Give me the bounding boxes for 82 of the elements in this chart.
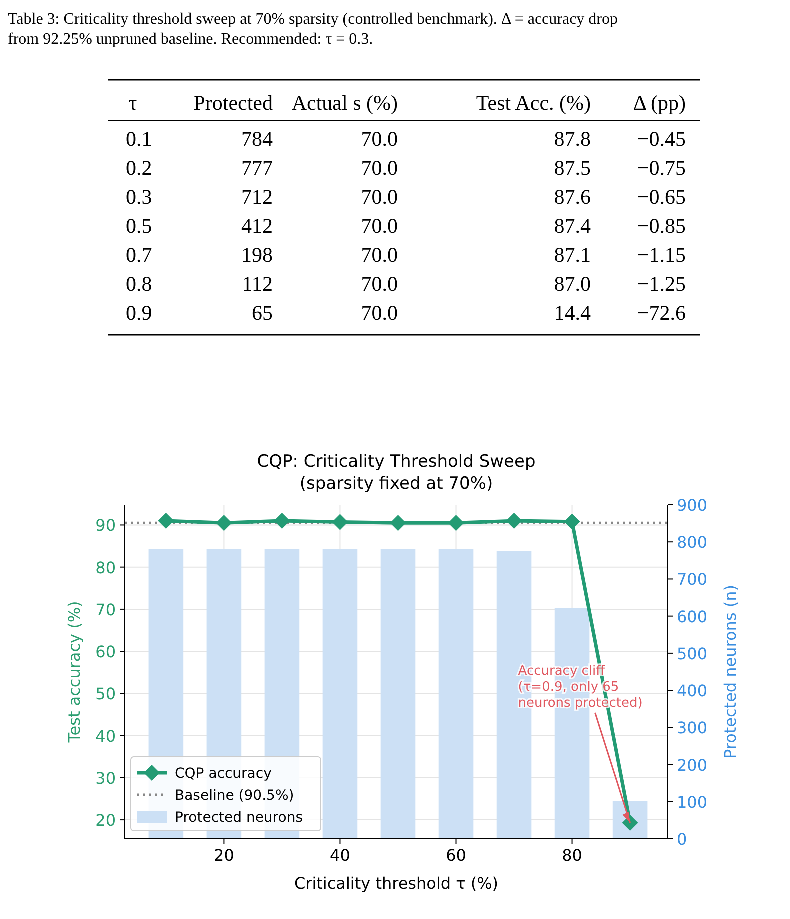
text: 0.1 bbox=[126, 127, 152, 151]
category-label: τ bbox=[128, 91, 138, 115]
bar bbox=[322, 549, 358, 839]
y-tick-label: 20 bbox=[96, 811, 116, 830]
x-tick-label: 60 bbox=[446, 846, 466, 865]
y-tick-label: 80 bbox=[96, 558, 116, 578]
y-tick-label: 70 bbox=[96, 600, 116, 620]
point bbox=[332, 514, 348, 530]
text: −0.85 bbox=[637, 214, 686, 238]
x-axis-title: Criticality threshold τ (%) bbox=[294, 874, 499, 893]
y2-tick-label: 600 bbox=[677, 607, 708, 626]
y-axis-title: Test accuracy (%) bbox=[65, 601, 84, 744]
text: 0.2 bbox=[126, 156, 152, 180]
text: −0.65 bbox=[637, 185, 686, 209]
text: 70.0 bbox=[361, 272, 398, 296]
category-label: Test Acc. (%) bbox=[476, 91, 591, 115]
text: 87.5 bbox=[554, 156, 591, 180]
text: 70.0 bbox=[361, 156, 398, 180]
category-label: Protected bbox=[194, 91, 274, 115]
text: 87.4 bbox=[554, 214, 591, 238]
y2-tick-label: 500 bbox=[677, 644, 708, 664]
y-tick-label: 50 bbox=[96, 684, 116, 704]
point bbox=[448, 515, 464, 532]
category-label: Δ (pp) bbox=[633, 91, 686, 115]
text: 0.5 bbox=[126, 214, 152, 238]
y2-tick-label: 800 bbox=[677, 533, 708, 552]
text: 65 bbox=[252, 301, 273, 325]
bar bbox=[438, 549, 474, 839]
text: 784 bbox=[242, 127, 273, 151]
y2-tick-label: 700 bbox=[677, 570, 708, 590]
point bbox=[564, 514, 580, 530]
y-tick-label: 60 bbox=[96, 642, 116, 662]
point bbox=[506, 513, 522, 530]
text: 198 bbox=[242, 243, 273, 267]
text: −0.75 bbox=[637, 156, 686, 180]
bar bbox=[380, 549, 416, 839]
text: −0.45 bbox=[637, 127, 686, 151]
text: 87.0 bbox=[554, 272, 591, 296]
text: 70.0 bbox=[361, 243, 398, 267]
text: Table 3: Criticality threshold sweep at 70% sparsity (controlled benchmark). Δ = accuracy drop from 92.25% unpruned baseline. Recommended: τ = 0.3. bbox=[8, 11, 618, 48]
text: 0.3 bbox=[126, 185, 152, 209]
point bbox=[216, 515, 232, 532]
text: 777 bbox=[242, 156, 273, 180]
text: 87.8 bbox=[554, 127, 591, 151]
text: 87.6 bbox=[554, 185, 591, 209]
y2-axis-title: Protected neurons (n) bbox=[721, 585, 740, 759]
text: 70.0 bbox=[361, 127, 398, 151]
text: −1.15 bbox=[637, 243, 686, 267]
y-tick-label: 30 bbox=[96, 768, 116, 788]
y2-tick-label: 900 bbox=[677, 496, 708, 515]
x-tick-label: 80 bbox=[562, 846, 582, 865]
text: 0.8 bbox=[126, 272, 152, 296]
text: 112 bbox=[242, 272, 273, 296]
y2-tick-label: 0 bbox=[677, 830, 688, 849]
text: 0.7 bbox=[126, 243, 152, 267]
text: 712 bbox=[242, 185, 273, 209]
text: 70.0 bbox=[361, 185, 398, 209]
y2-tick-label: 200 bbox=[677, 756, 708, 775]
legend-label: CQP accuracy bbox=[175, 766, 272, 782]
y2-tick-label: 100 bbox=[677, 792, 708, 812]
text: 0.9 bbox=[126, 301, 152, 325]
point bbox=[390, 515, 406, 532]
chart-subtitle: (sparsity fixed at 70%) bbox=[300, 474, 494, 494]
chart-title: CQP: Criticality Threshold Sweep bbox=[257, 452, 536, 472]
text: 14.4 bbox=[554, 301, 591, 325]
point bbox=[158, 513, 174, 530]
y-tick-label: 40 bbox=[96, 726, 116, 746]
legend-label: Protected neurons bbox=[175, 810, 303, 826]
category-label: Actual s (%) bbox=[292, 91, 398, 115]
text: 70.0 bbox=[361, 214, 398, 238]
text: 87.1 bbox=[554, 243, 591, 267]
text: −72.6 bbox=[637, 301, 686, 325]
text: −1.25 bbox=[637, 272, 686, 296]
y2-tick-label: 400 bbox=[677, 682, 708, 701]
x-tick-label: 20 bbox=[214, 846, 234, 865]
point bbox=[274, 513, 290, 530]
text: 70.0 bbox=[361, 301, 398, 325]
text: 412 bbox=[242, 214, 273, 238]
x-tick-label: 40 bbox=[330, 846, 350, 865]
y-tick-label: 90 bbox=[96, 516, 116, 536]
legend-label: Baseline (90.5%) bbox=[175, 788, 294, 804]
y2-tick-label: 300 bbox=[677, 718, 708, 738]
